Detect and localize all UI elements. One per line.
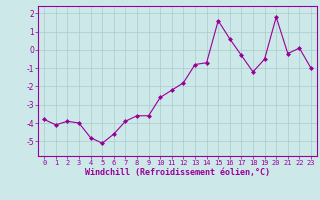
X-axis label: Windchill (Refroidissement éolien,°C): Windchill (Refroidissement éolien,°C) bbox=[85, 168, 270, 177]
